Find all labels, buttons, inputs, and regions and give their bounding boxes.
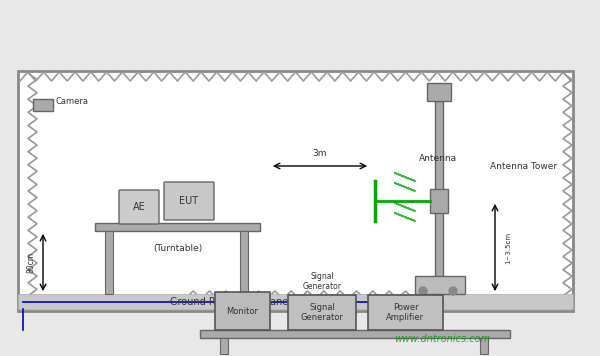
- Bar: [18, 71, 573, 311]
- Bar: [240, 231, 248, 294]
- Text: Signal
Generator: Signal Generator: [302, 272, 341, 291]
- Text: EUT: EUT: [179, 196, 199, 206]
- Bar: [18, 294, 573, 309]
- Text: 80cm: 80cm: [26, 252, 35, 273]
- Circle shape: [419, 287, 427, 295]
- Bar: [95, 223, 260, 231]
- Text: 1~3.5cm: 1~3.5cm: [505, 231, 511, 263]
- Bar: [105, 231, 113, 294]
- Text: Monitor: Monitor: [227, 307, 259, 315]
- Bar: [288, 295, 356, 330]
- Bar: [33, 99, 53, 111]
- Bar: [215, 292, 270, 330]
- Bar: [415, 276, 465, 294]
- Bar: [480, 338, 488, 354]
- FancyBboxPatch shape: [119, 190, 159, 224]
- Text: (Turntable): (Turntable): [153, 245, 202, 253]
- FancyBboxPatch shape: [164, 182, 214, 220]
- Text: AE: AE: [133, 202, 145, 212]
- Text: Antenna Tower: Antenna Tower: [490, 162, 557, 171]
- Text: Ground Reference Plane: Ground Reference Plane: [170, 297, 288, 307]
- Text: www.dntronics.com: www.dntronics.com: [394, 334, 490, 344]
- Text: Signal
Generator: Signal Generator: [301, 303, 343, 322]
- Bar: [430, 189, 448, 213]
- Bar: [368, 295, 443, 330]
- Text: Power
Amplifier: Power Amplifier: [386, 303, 425, 322]
- Text: Camera: Camera: [55, 96, 88, 105]
- Bar: [435, 101, 443, 294]
- Circle shape: [449, 287, 457, 295]
- Bar: [200, 330, 510, 338]
- Bar: [220, 338, 228, 354]
- Text: 3m: 3m: [313, 149, 327, 158]
- Text: Antenna: Antenna: [419, 154, 457, 163]
- Bar: [427, 83, 451, 101]
